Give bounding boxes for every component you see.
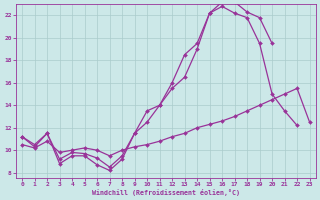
X-axis label: Windchill (Refroidissement éolien,°C): Windchill (Refroidissement éolien,°C): [92, 189, 240, 196]
